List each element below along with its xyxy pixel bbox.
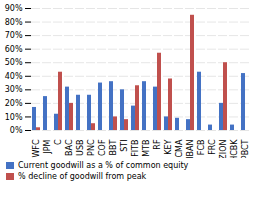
svg-text:C: C xyxy=(54,139,63,145)
svg-text:40%: 40% xyxy=(5,72,23,81)
svg-text:0%: 0% xyxy=(10,126,23,135)
svg-text:70%: 70% xyxy=(5,31,23,40)
svg-text:RF: RF xyxy=(153,139,162,150)
html-text:% decline of goodwill from pea: % decline of goodwill from peak xyxy=(18,172,147,181)
svg-text:20%: 20% xyxy=(5,99,23,108)
svg-text:KEY: KEY xyxy=(164,139,173,154)
svg-text:FITB: FITB xyxy=(131,140,140,157)
svg-text:60%: 60% xyxy=(5,45,23,54)
svg-text:HBAN: HBAN xyxy=(186,139,195,158)
svg-text:USB: USB xyxy=(76,140,85,156)
svg-text:ZION: ZION xyxy=(219,139,228,158)
svg-text:BAC: BAC xyxy=(65,139,74,156)
svg-text:COF: COF xyxy=(98,139,107,156)
svg-text:10%: 10% xyxy=(5,113,23,122)
svg-text:MTB: MTB xyxy=(142,140,151,157)
svg-text:JPM: JPM xyxy=(43,139,52,154)
svg-text:FRC: FRC xyxy=(208,139,217,155)
svg-text:90%: 90% xyxy=(5,4,23,13)
svg-text:WFC: WFC xyxy=(32,139,41,158)
html-text:Current goodwill as a % of com: Current goodwill as a % of common equity xyxy=(18,161,189,170)
svg-text:HCBK: HCBK xyxy=(230,139,239,158)
svg-text:PBCT: PBCT xyxy=(241,139,250,158)
svg-text:80%: 80% xyxy=(5,18,23,27)
svg-text:30%: 30% xyxy=(5,85,23,94)
svg-text:FCB: FCB xyxy=(197,140,206,156)
svg-text:CMA: CMA xyxy=(175,139,184,157)
svg-text:BBT: BBT xyxy=(109,139,118,155)
svg-text:50%: 50% xyxy=(5,58,23,67)
svg-text:STI: STI xyxy=(120,140,129,152)
svg-text:PNC: PNC xyxy=(87,139,96,156)
